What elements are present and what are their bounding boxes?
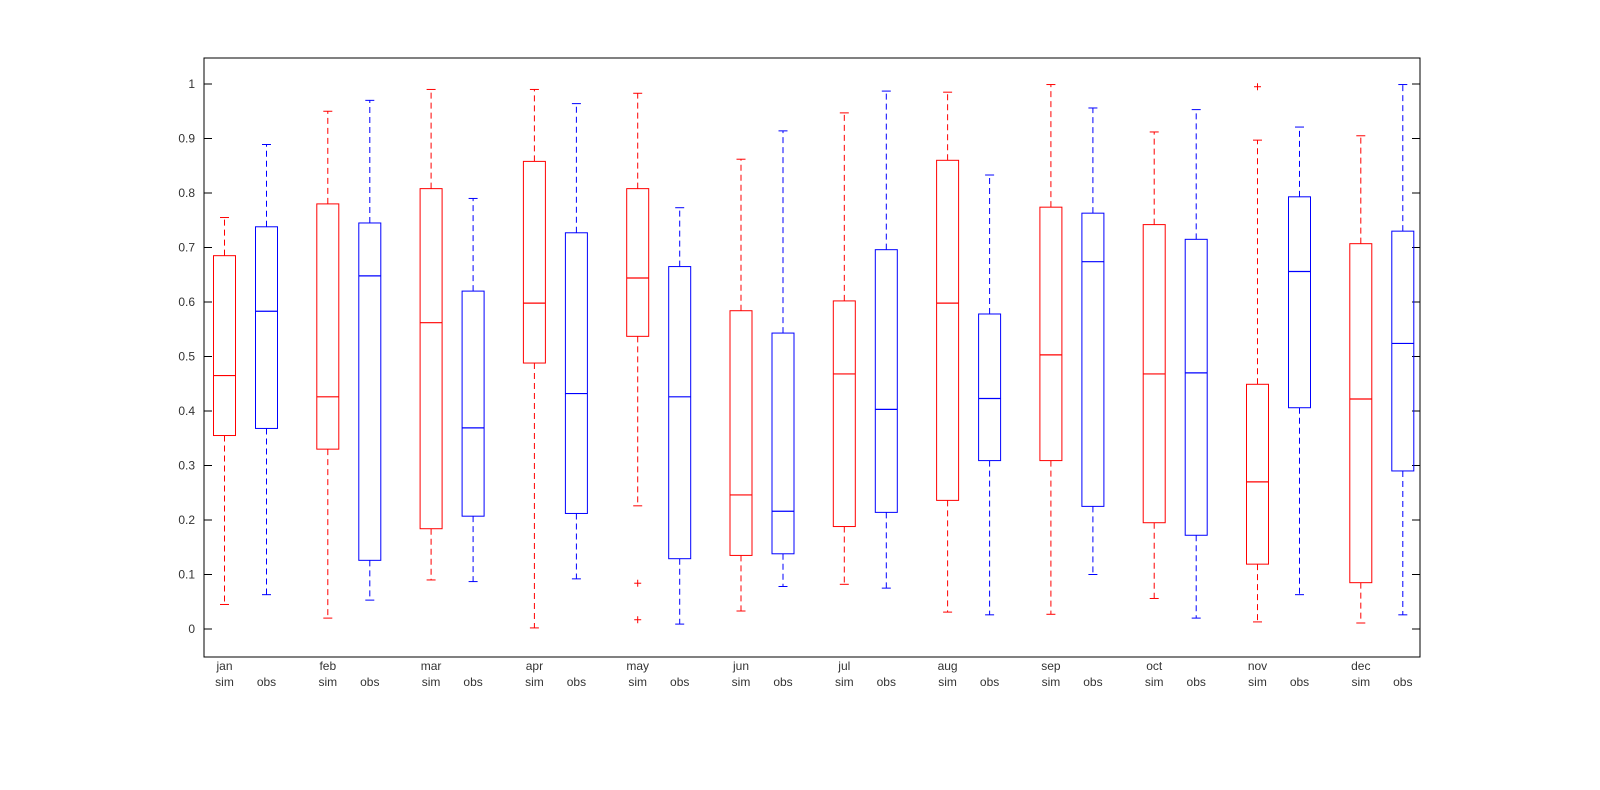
x-month-label: jan — [215, 659, 232, 673]
x-series-label: obs — [1187, 675, 1206, 689]
box-iqr — [1184, 238, 1208, 536]
box-iqr — [213, 255, 236, 437]
box-aug-obs — [978, 174, 1002, 616]
x-series-label: sim — [732, 675, 751, 689]
x-month-label: nov — [1248, 659, 1267, 673]
box-jun-sim — [729, 158, 753, 612]
box-dec-sim — [1349, 135, 1373, 624]
y-tick-label: 0.8 — [178, 186, 195, 200]
box-feb-sim — [316, 110, 340, 619]
x-series-label: sim — [1248, 675, 1267, 689]
x-series-label: sim — [215, 675, 234, 689]
x-series-label: sim — [628, 675, 647, 689]
box-jan-obs — [255, 143, 278, 596]
y-axis: 0 0.1 0.2 0.3 0.4 0.5 0.6 0.7 0.8 0.9 1 — [178, 77, 1420, 636]
box-iqr — [1246, 383, 1269, 565]
x-series-label: sim — [525, 675, 544, 689]
x-month-label: dec — [1351, 659, 1370, 673]
box-iqr — [668, 266, 692, 560]
y-tick-label: 0.9 — [178, 132, 195, 146]
box-iqr — [1349, 243, 1373, 584]
box-apr-obs — [564, 103, 588, 580]
box-may-sim — [626, 92, 650, 624]
box-iqr — [316, 203, 340, 450]
box-sep-obs — [1081, 107, 1105, 575]
box-iqr — [978, 313, 1002, 462]
y-tick-label: 0.5 — [178, 350, 195, 364]
box-iqr — [1039, 206, 1063, 462]
x-series-label: obs — [567, 675, 586, 689]
x-month-label: jul — [837, 659, 850, 673]
x-month-label: mar — [421, 659, 442, 673]
y-tick-label: 1 — [188, 77, 195, 91]
x-series-label: obs — [257, 675, 276, 689]
box-iqr — [522, 160, 546, 364]
box-may-obs — [668, 207, 692, 625]
box-nov-sim — [1246, 83, 1269, 623]
y-tick-label: 0.4 — [178, 404, 195, 418]
box-iqr — [1288, 196, 1311, 409]
x-series-label: obs — [1393, 675, 1412, 689]
x-series-label: obs — [877, 675, 896, 689]
y-tick-label: 0.1 — [178, 568, 195, 582]
y-tick-label: 0.2 — [178, 513, 195, 527]
box-feb-obs — [358, 99, 382, 601]
box-oct-obs — [1184, 109, 1208, 619]
box-sep-sim — [1039, 84, 1063, 615]
x-month-label: aug — [938, 659, 958, 673]
x-month-label: sep — [1041, 659, 1061, 673]
x-series-label: sim — [1042, 675, 1061, 689]
x-month-label: oct — [1146, 659, 1163, 673]
box-iqr — [936, 159, 960, 501]
x-series-label: obs — [1083, 675, 1102, 689]
box-iqr — [1391, 230, 1415, 472]
box-mar-sim — [419, 88, 443, 581]
x-month-label: jun — [732, 659, 749, 673]
box-jun-obs — [771, 130, 795, 587]
x-series-label: sim — [318, 675, 337, 689]
box-iqr — [1081, 212, 1105, 507]
x-month-label: apr — [526, 659, 543, 673]
x-series-label: sim — [422, 675, 441, 689]
box-iqr — [874, 249, 898, 513]
x-month-label: feb — [319, 659, 336, 673]
x-series-label: obs — [1290, 675, 1309, 689]
box-iqr — [255, 226, 278, 429]
x-month-label: may — [626, 659, 649, 673]
box-dec-obs — [1391, 84, 1415, 616]
box-iqr — [419, 188, 443, 530]
box-iqr — [564, 232, 588, 514]
box-iqr — [832, 300, 856, 528]
y-tick-label: 0.6 — [178, 295, 195, 309]
box-aug-sim — [936, 91, 960, 613]
box-series — [213, 83, 1415, 629]
plot-area — [203, 57, 1421, 658]
x-series-label: sim — [1351, 675, 1370, 689]
y-tick-label: 0 — [188, 622, 195, 636]
box-jan-sim — [213, 217, 236, 605]
box-iqr — [461, 290, 485, 517]
box-oct-sim — [1142, 131, 1166, 599]
box-jul-sim — [832, 112, 856, 585]
box-mar-obs — [461, 197, 485, 583]
box-jul-obs — [874, 90, 898, 589]
x-series-label: sim — [938, 675, 957, 689]
box-iqr — [358, 222, 382, 561]
box-apr-sim — [522, 88, 546, 629]
x-axis-labels: sim obs jan sim obs feb sim obs mar sim obs apr sim o… — [215, 659, 1412, 689]
y-tick-label: 0.3 — [178, 459, 195, 473]
x-series-label: sim — [1145, 675, 1164, 689]
box-iqr — [626, 188, 650, 337]
x-series-label: obs — [773, 675, 792, 689]
x-series-label: sim — [835, 675, 854, 689]
x-series-label: obs — [670, 675, 689, 689]
x-series-label: obs — [360, 675, 379, 689]
x-series-label: obs — [980, 675, 999, 689]
box-nov-obs — [1288, 126, 1311, 596]
box-iqr — [729, 310, 753, 556]
box-iqr — [771, 332, 795, 555]
y-tick-label: 0.7 — [178, 241, 195, 255]
x-series-label: obs — [463, 675, 482, 689]
